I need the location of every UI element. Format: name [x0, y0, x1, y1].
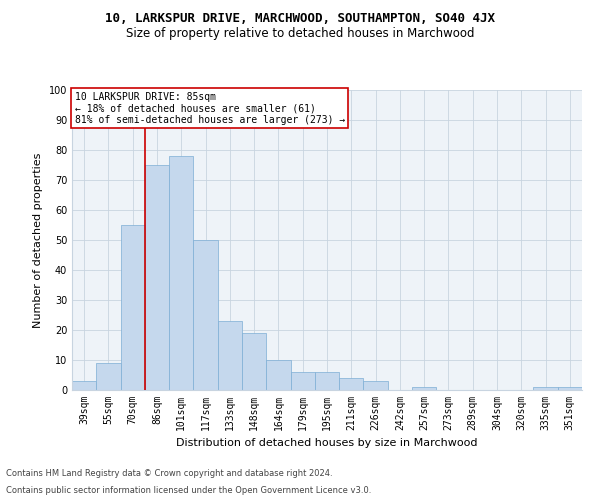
Bar [364, 381, 388, 390]
Bar [96, 363, 121, 390]
Bar [121, 225, 145, 390]
Bar [169, 156, 193, 390]
Text: Contains HM Land Registry data © Crown copyright and database right 2024.: Contains HM Land Registry data © Crown c… [6, 468, 332, 477]
Text: 10 LARKSPUR DRIVE: 85sqm
← 18% of detached houses are smaller (61)
81% of semi-d: 10 LARKSPUR DRIVE: 85sqm ← 18% of detach… [74, 92, 345, 124]
Bar [412, 387, 436, 390]
Bar [72, 381, 96, 390]
Bar [193, 240, 218, 390]
Bar [315, 372, 339, 390]
Text: Contains public sector information licensed under the Open Government Licence v3: Contains public sector information licen… [6, 486, 371, 495]
Bar [339, 378, 364, 390]
X-axis label: Distribution of detached houses by size in Marchwood: Distribution of detached houses by size … [176, 438, 478, 448]
Bar [145, 165, 169, 390]
Bar [290, 372, 315, 390]
Y-axis label: Number of detached properties: Number of detached properties [33, 152, 43, 328]
Bar [266, 360, 290, 390]
Text: 10, LARKSPUR DRIVE, MARCHWOOD, SOUTHAMPTON, SO40 4JX: 10, LARKSPUR DRIVE, MARCHWOOD, SOUTHAMPT… [105, 12, 495, 26]
Text: Size of property relative to detached houses in Marchwood: Size of property relative to detached ho… [126, 28, 474, 40]
Bar [558, 387, 582, 390]
Bar [242, 333, 266, 390]
Bar [218, 321, 242, 390]
Bar [533, 387, 558, 390]
